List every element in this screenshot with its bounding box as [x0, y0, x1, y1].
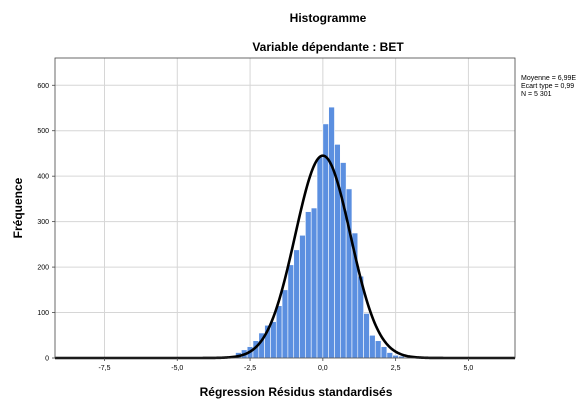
- x-tick-label: 0,0: [318, 365, 328, 372]
- y-tick-label: 600: [37, 83, 49, 90]
- histogram-bar: [270, 321, 277, 359]
- x-tick-label: -2,5: [244, 365, 256, 372]
- histogram-bar: [363, 313, 370, 359]
- chart-title: Histogramme: [290, 11, 367, 25]
- y-tick-label: 100: [37, 310, 49, 317]
- stats-mean: Moyenne = 6,99E: [521, 75, 576, 82]
- histogram-bar: [374, 340, 382, 359]
- histogram-bar: [316, 156, 324, 359]
- histogram-bar: [310, 207, 318, 359]
- histogram-bar: [275, 305, 283, 359]
- x-tick-label: 5,0: [464, 365, 474, 372]
- histogram-bars: [217, 106, 411, 359]
- stats-n: N = 5 301: [521, 91, 552, 98]
- chart-subtitle: Variable dépendante : BET: [252, 40, 404, 54]
- histogram-bar: [281, 289, 289, 359]
- histogram-bar: [369, 334, 376, 359]
- x-tick-label: -5,0: [171, 365, 183, 372]
- x-tick-label: 2,5: [391, 365, 401, 372]
- x-axis-ticks: -7,5 -5,0 -2,5 0,0 2,5 5,0: [98, 358, 473, 372]
- x-axis-title: Régression Résidus standardisés: [200, 385, 393, 399]
- y-tick-label: 400: [37, 174, 49, 181]
- histogram-bar: [305, 211, 312, 359]
- y-tick-label: 500: [37, 128, 49, 135]
- y-tick-label: 200: [37, 265, 49, 272]
- y-tick-label: 300: [37, 219, 49, 226]
- histogram-bar: [380, 346, 388, 359]
- histogram-bar: [293, 249, 300, 359]
- histogram-bar: [386, 352, 394, 359]
- stats-std-dev: Ecart type = 0,99: [521, 83, 574, 90]
- statistics-box: Moyenne = 6,99E Ecart type = 0,99 N = 5 …: [521, 75, 576, 98]
- y-axis-title: Fréquence: [11, 177, 25, 238]
- x-tick-label: -7,5: [98, 365, 110, 372]
- histogram-bar: [328, 106, 335, 359]
- plot-frame: [54, 57, 516, 359]
- y-axis-ticks: 0 100 200 300 400 500 600: [37, 83, 55, 363]
- histogram-bar: [299, 234, 306, 359]
- histogram-bar: [287, 264, 295, 359]
- histogram-bar: [392, 354, 399, 359]
- y-tick-label: 0: [45, 356, 49, 363]
